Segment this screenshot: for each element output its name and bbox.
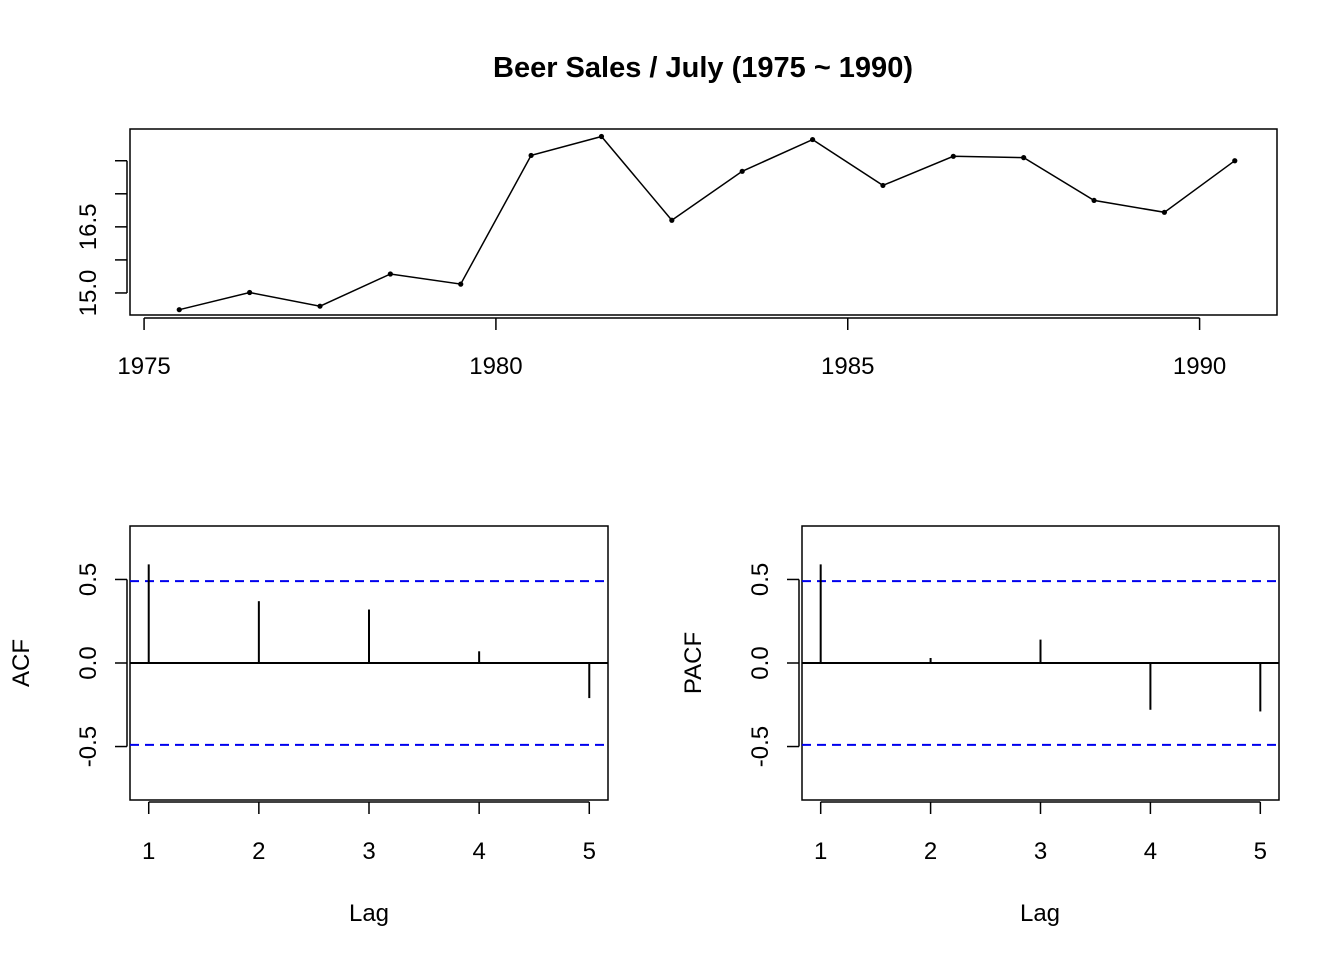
ts-series (176, 133, 1238, 313)
ts-data-point (1232, 158, 1238, 164)
acf-x-tick-label: 5 (583, 838, 596, 865)
acf-x-tick-label: 2 (252, 838, 265, 865)
ts-x-tick-label: 1975 (117, 353, 170, 380)
acf-x-label: Lag (349, 900, 389, 927)
chart-title: Beer Sales / July (1975 ~ 1990) (493, 52, 913, 84)
acf-y-tick-label: -0.5 (75, 726, 102, 767)
pacf-y-label: PACF (680, 632, 707, 694)
ts-data-point (247, 289, 253, 296)
ts-data-point (598, 133, 605, 140)
ts-x-axis: 1975 1980 1985 1990 (117, 317, 1226, 380)
pacf-x-tick-label: 2 (924, 838, 937, 865)
pacf-y-tick-label: 0.5 (747, 563, 774, 596)
ts-x-tick-label: 1980 (469, 353, 522, 380)
ts-data-point (1091, 197, 1097, 204)
ts-x-tick-label: 1985 (821, 353, 874, 380)
pacf-x-tick-label: 5 (1254, 838, 1267, 865)
acf-x-axis: 1 2 3 4 5 (142, 801, 596, 865)
ts-series-line (179, 135, 1236, 311)
ts-data-point (1021, 155, 1027, 161)
pacf-y-tick-label: -0.5 (747, 726, 774, 767)
ts-plot-frame (129, 128, 1278, 316)
ts-data-point (950, 153, 956, 159)
acf-y-tick-label: 0.0 (75, 646, 102, 679)
ts-y-axis: 15.0 16.5 (75, 159, 128, 317)
pacf-x-tick-label: 3 (1034, 838, 1047, 865)
pacf-y-tick-label: 0.0 (747, 646, 774, 679)
ts-data-point (458, 281, 464, 287)
ts-data-point (317, 303, 323, 309)
pacf-x-label: Lag (1020, 900, 1060, 927)
pacf-x-tick-label: 4 (1144, 838, 1157, 865)
pacf-marks (802, 564, 1279, 746)
pacf-panel: 1 2 3 4 5 -0.5 0.0 0.5 Lag PACF (680, 525, 1280, 927)
acf-y-axis: -0.5 0.0 0.5 (75, 563, 128, 767)
ts-data-point (880, 182, 886, 189)
acf-marks (130, 564, 608, 746)
acf-x-tick-label: 3 (362, 838, 375, 865)
ts-data-point (1161, 209, 1168, 215)
acf-x-tick-label: 1 (142, 838, 155, 865)
ts-y-tick-label: 15.0 (75, 270, 102, 317)
pacf-x-axis: 1 2 3 4 5 (814, 801, 1267, 865)
ts-data-point (669, 217, 675, 223)
acf-x-tick-label: 4 (472, 838, 485, 865)
ts-data-point (176, 307, 182, 313)
acf-y-label: ACF (8, 639, 35, 687)
pacf-y-axis: -0.5 0.0 0.5 (747, 563, 800, 767)
time-series-panel: Beer Sales / July (1975 ~ 1990) 1975 1980… (75, 52, 1278, 380)
ts-y-tick-label: 16.5 (75, 203, 102, 250)
acf-panel: 1 2 3 4 5 -0.5 0.0 0.5 Lag ACF (8, 525, 609, 927)
acf-y-tick-label: 0.5 (75, 563, 102, 596)
ts-data-point (739, 168, 745, 174)
ts-data-point (809, 136, 816, 143)
ts-x-tick-label: 1990 (1173, 353, 1226, 380)
pacf-x-tick-label: 1 (814, 838, 827, 865)
ts-data-point (387, 271, 393, 277)
ts-data-point (528, 152, 534, 159)
